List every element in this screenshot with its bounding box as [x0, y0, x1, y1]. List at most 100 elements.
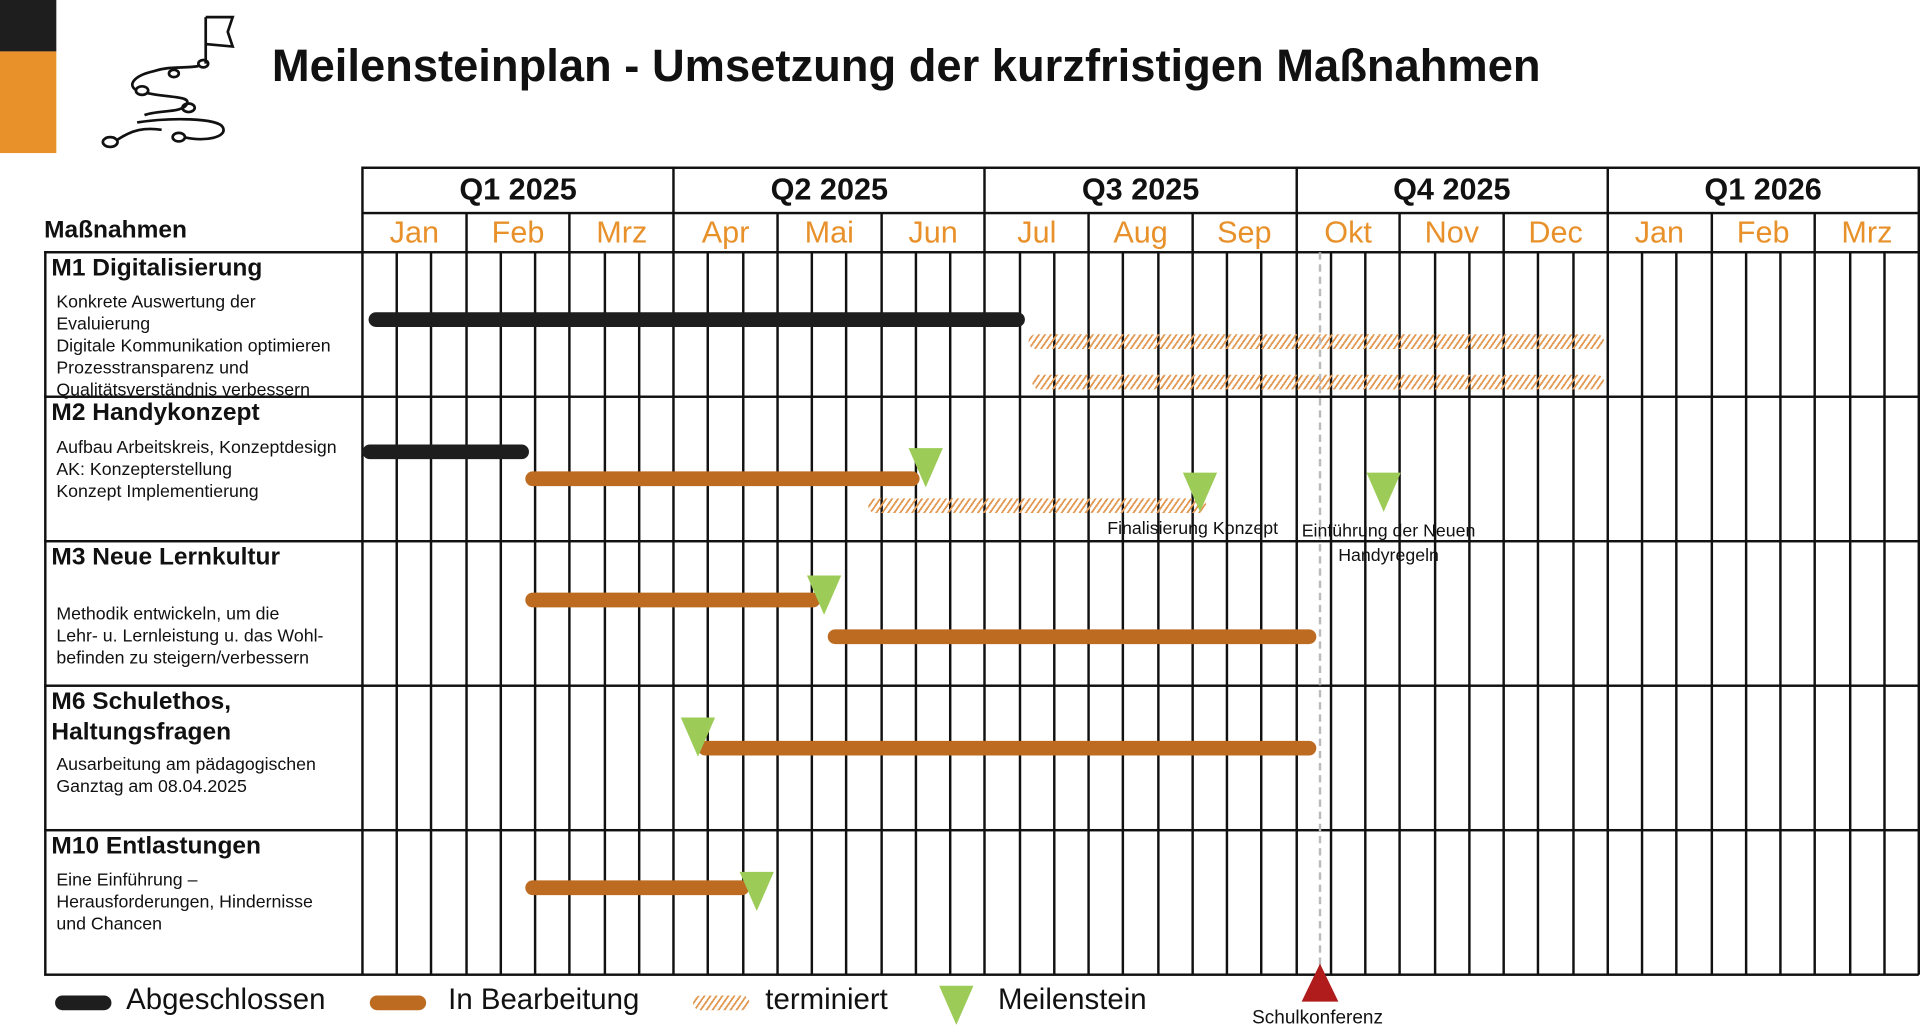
accent-bar-orange [0, 51, 57, 154]
month-label: Aug [1113, 215, 1168, 250]
month-label: Apr [701, 215, 750, 250]
milestone-icon [1182, 472, 1217, 512]
legend-in-progress-swatch [369, 995, 427, 1011]
legend-scheduled-swatch [693, 995, 750, 1011]
legend-completed-label: Abgeschlossen [126, 983, 326, 1017]
week-line [845, 252, 848, 975]
section-item: AK: Konzepterstellung [56, 460, 233, 481]
week-line [1467, 252, 1471, 975]
month-line [1710, 213, 1713, 975]
section-title: M6 Schulethos, Haltungsfragen [51, 688, 232, 746]
week-line [1018, 252, 1021, 975]
legend-scheduled-label: terminiert [765, 983, 888, 1017]
grid-line-header [44, 251, 1919, 254]
section-item: Evaluierung [56, 314, 151, 335]
grid-line-quarter [362, 211, 1919, 214]
milestone-icon [680, 717, 716, 757]
quarter-line [1295, 166, 1298, 975]
month-line [464, 213, 468, 975]
page-title: Meilensteinplan - Umsetzung der kurzfris… [271, 40, 1541, 91]
quarter-line [672, 166, 675, 975]
legend-in-progress-label: In Bearbeitung [448, 983, 640, 1017]
month-label: Okt [1324, 215, 1372, 250]
section-divider [44, 395, 1919, 398]
section-item: Methodik entwickeln, um die [56, 604, 280, 625]
week-line [1779, 252, 1782, 975]
month-label: Jan [389, 215, 439, 250]
section-title: M10 Entlastungen [51, 832, 261, 860]
milestone-label-finalisierung: Finalisierung Konzept [1107, 519, 1279, 539]
month-label: Sep [1217, 215, 1272, 250]
week-line [1364, 252, 1367, 975]
week-line [1640, 252, 1644, 975]
in_progress-bar [525, 880, 750, 896]
completed-bar [362, 444, 530, 460]
section-item: und Chancen [56, 914, 162, 935]
month-line [1502, 213, 1505, 975]
scheduled-bar [1031, 374, 1605, 390]
completed-bar [369, 312, 1026, 327]
grid-line-right [1917, 166, 1920, 975]
section-divider [44, 828, 1919, 832]
quarter-line [983, 166, 987, 975]
section-item: Ausarbeitung am pädagogischen [56, 755, 316, 776]
quarter-label: Q1 2026 [1704, 172, 1822, 207]
measures-header: Maßnahmen [44, 216, 187, 244]
month-line [1398, 213, 1402, 975]
month-line [1191, 213, 1194, 975]
milestone-icon [807, 575, 842, 615]
milestone-label-line1: Einführung der Neuen [1301, 521, 1476, 542]
week-line [1675, 252, 1678, 975]
month-label: Jan [1634, 215, 1685, 250]
week-line [1052, 252, 1056, 975]
event-triangle-icon [1301, 963, 1339, 1002]
scheduled-bar [1028, 334, 1605, 349]
milestone-icon [739, 871, 774, 912]
week-line [637, 252, 641, 975]
grid-line-bottom [44, 973, 1919, 976]
section-divider [44, 684, 1919, 687]
event-dashed-line [1318, 252, 1321, 965]
legend-milestone-icon [939, 985, 974, 1025]
quarter-label: Q1 2025 [459, 172, 577, 207]
week-line [949, 252, 952, 975]
month-label: Mrz [596, 215, 648, 250]
month-label: Mrz [1841, 215, 1893, 250]
in_progress-bar [525, 592, 821, 608]
week-line [1329, 252, 1333, 975]
month-line [879, 213, 883, 975]
in_progress-bar [525, 471, 920, 487]
section-item: Konzept Implementierung [56, 482, 259, 503]
section-title: M2 Handykonzept [51, 399, 260, 427]
month-label: Jul [1017, 215, 1057, 250]
week-line [914, 252, 918, 975]
in_progress-bar [697, 740, 1317, 756]
week-line [1260, 252, 1263, 975]
scheduled-bar [867, 498, 1207, 514]
legend-completed-swatch [55, 995, 112, 1011]
month-label: Jun [908, 215, 958, 250]
week-line [1433, 252, 1436, 975]
quarter-label: Q3 2025 [1081, 172, 1200, 207]
section-item: Qualitätsverständnis verbessern [56, 380, 310, 401]
week-line [1122, 252, 1125, 975]
week-line [1156, 252, 1160, 975]
month-label: Mai [804, 215, 854, 250]
in_progress-bar [827, 629, 1317, 645]
week-line [1882, 252, 1886, 975]
milestone-icon [909, 448, 944, 488]
week-line [395, 252, 399, 975]
week-line [1571, 252, 1575, 975]
section-item: Herausforderungen, Hindernisse [56, 892, 313, 913]
quarter-line [1606, 166, 1609, 975]
quarter-label: Q2 2025 [770, 172, 889, 207]
week-line [741, 252, 745, 975]
section-item: Digitale Kommunikation optimieren [56, 336, 331, 357]
section-item: Prozesstransparenz und [56, 358, 249, 379]
quarter-label: Q4 2025 [1393, 172, 1511, 207]
section-item: Lehr- u. Lernleistung u. das Wohl- [56, 626, 324, 647]
week-line [603, 252, 606, 975]
section-title: M1 Digitalisierung [51, 254, 263, 282]
week-line [1744, 252, 1748, 975]
